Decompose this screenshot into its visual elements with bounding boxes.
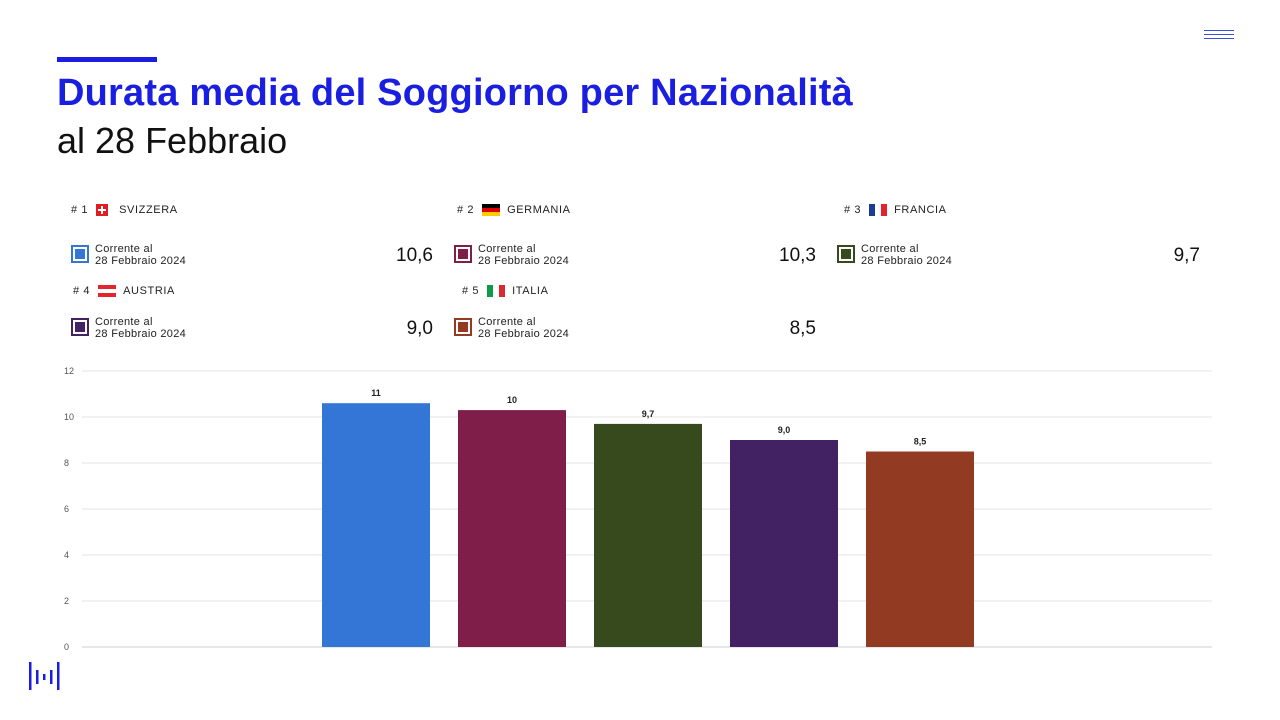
french-flag-icon [869, 204, 888, 216]
y-tick-label: 4 [64, 550, 69, 560]
bar-chart: 0 2 4 6 8 10 12 11 10 9,7 9,0 8,5 [64, 366, 1212, 652]
legend-swatch [71, 318, 89, 336]
legend-italia: Corrente al 28 Febbraio 2024 [454, 316, 569, 340]
rank-header-austria: # 4 AUSTRIA [73, 285, 175, 297]
rank-number: # 2 [457, 204, 475, 216]
y-tick-label: 6 [64, 504, 69, 514]
rank-number: # 1 [71, 204, 89, 216]
y-tick-label: 8 [64, 458, 69, 468]
rank-number: # 3 [844, 204, 862, 216]
legend-swatch [837, 245, 855, 263]
rank-header-germania: # 2 GERMANIA [457, 204, 571, 216]
legend-germania: Corrente al 28 Febbraio 2024 [454, 243, 569, 267]
legend-label-line1: Corrente al [861, 243, 919, 255]
country-name: GERMANIA [507, 204, 571, 216]
rank-number: # 4 [73, 285, 91, 297]
legend-label-line2: 28 Febbraio 2024 [861, 255, 953, 267]
bar [866, 451, 974, 647]
rank-number: # 5 [462, 285, 480, 297]
bar [458, 410, 566, 647]
bar [322, 403, 430, 647]
country-name: ITALIA [512, 285, 549, 297]
legend-label-line2: 28 Febbraio 2024 [95, 328, 187, 340]
rank-header-svizzera: # 1 SVIZZERA [71, 204, 178, 216]
legend-label-line1: Corrente al [95, 243, 153, 255]
italian-flag-icon [487, 285, 506, 297]
country-name: FRANCIA [894, 204, 947, 216]
bar-data-label: 9,0 [778, 425, 791, 435]
bar-data-label: 9,7 [642, 409, 655, 419]
legend-label-line1: Corrente al [478, 316, 536, 328]
country-name: SVIZZERA [119, 204, 178, 216]
country-name: AUSTRIA [123, 285, 175, 297]
legend-svizzera: Corrente al 28 Febbraio 2024 [71, 243, 186, 267]
legend-label-line2: 28 Febbraio 2024 [95, 255, 187, 267]
legend-francia: Corrente al 28 Febbraio 2024 [837, 243, 952, 267]
legend-swatch [71, 245, 89, 263]
y-tick-label: 10 [64, 412, 74, 422]
kpi-value-svizzera: 10,6 [396, 245, 433, 266]
page-subtitle: al 28 Febbraio [57, 120, 288, 161]
swiss-flag-icon [96, 204, 109, 216]
y-tick-label: 2 [64, 596, 69, 606]
bar-data-label: 10 [507, 395, 517, 405]
legend-swatch [454, 245, 472, 263]
rank-header-italia: # 5 ITALIA [462, 285, 549, 297]
bar [730, 440, 838, 647]
legend-swatch [454, 318, 472, 336]
kpi-value-germania: 10,3 [779, 245, 816, 266]
title-accent-line [57, 57, 157, 62]
legend-label-line1: Corrente al [95, 316, 153, 328]
bar [594, 423, 702, 647]
brand-logo-icon [29, 662, 60, 690]
german-flag-icon [482, 204, 501, 216]
legend-austria: Corrente al 28 Febbraio 2024 [71, 316, 186, 340]
legend-label-line1: Corrente al [478, 243, 536, 255]
legend-label-line2: 28 Febbraio 2024 [478, 328, 570, 340]
kpi-value-italia: 8,5 [789, 318, 816, 339]
rank-header-francia: # 3 FRANCIA [844, 204, 947, 216]
y-tick-label: 0 [64, 642, 69, 652]
austrian-flag-icon [98, 285, 117, 297]
kpi-value-austria: 9,0 [406, 318, 433, 339]
kpi-value-francia: 9,7 [1173, 245, 1200, 266]
menu-icon[interactable] [1204, 30, 1234, 42]
y-tick-label: 12 [64, 366, 74, 376]
bar-data-label: 8,5 [914, 437, 927, 447]
page-title: Durata media del Soggiorno per Nazionali… [57, 72, 853, 114]
legend-label-line2: 28 Febbraio 2024 [478, 255, 570, 267]
bar-data-label: 11 [371, 388, 381, 398]
